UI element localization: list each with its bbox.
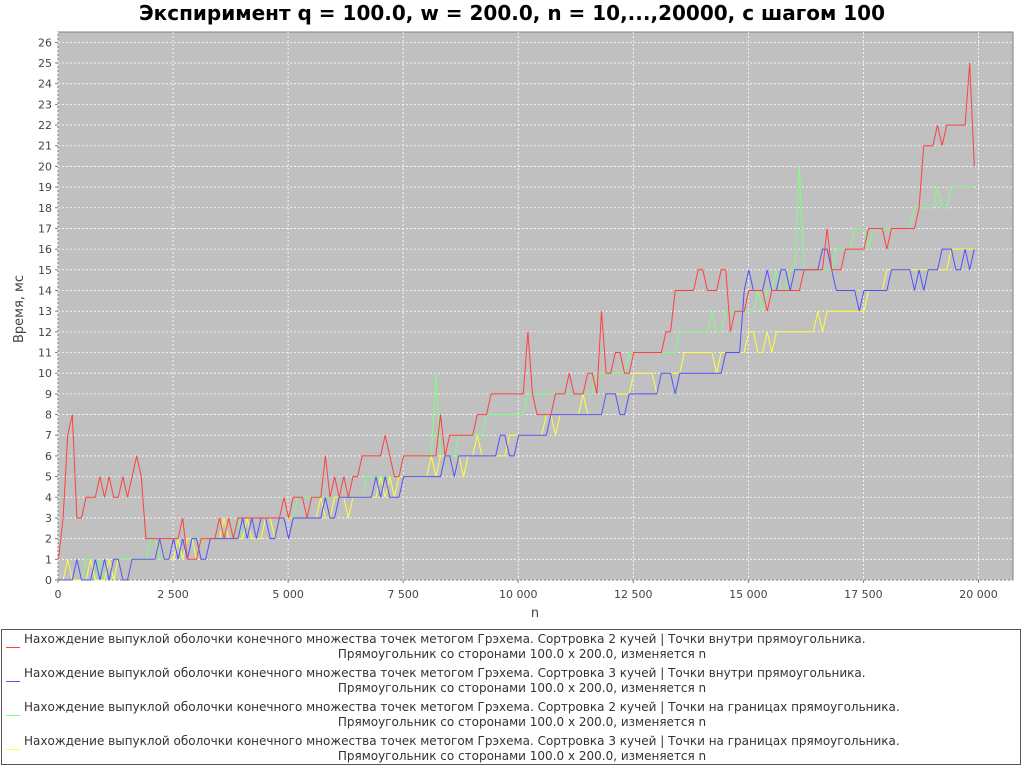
x-tick-label: 15 000 <box>729 588 768 601</box>
x-tick-label: 5 000 <box>272 588 304 601</box>
x-tick-label: 12 500 <box>614 588 653 601</box>
legend-item: Нахождение выпуклой оболочки конечного м… <box>2 698 1020 732</box>
legend-label-line1: Нахождение выпуклой оболочки конечного м… <box>24 666 866 680</box>
x-tick-label: 7 500 <box>387 588 419 601</box>
y-tick-label: 21 <box>38 140 52 153</box>
legend-label-line2: Прямоугольник со сторонами 100.0 x 200.0… <box>337 749 707 763</box>
plot-background <box>57 31 1014 581</box>
plot-area: 0123456789101112131415161718192021222324… <box>12 31 1014 621</box>
legend-item: Нахождение выпуклой оболочки конечного м… <box>2 732 1020 766</box>
y-tick-label: 19 <box>38 181 52 194</box>
y-tick-label: 12 <box>38 326 52 339</box>
legend-label: Нахождение выпуклой оболочки конечного м… <box>24 666 1020 696</box>
y-tick-label: 2 <box>45 533 52 546</box>
y-tick-label: 18 <box>38 202 52 215</box>
y-tick-label: 4 <box>45 491 52 504</box>
legend-label-line2: Прямоугольник со сторонами 100.0 x 200.0… <box>337 715 707 729</box>
axes: 0123456789101112131415161718192021222324… <box>38 36 998 601</box>
y-tick-label: 1 <box>45 553 52 566</box>
y-tick-label: 15 <box>38 264 52 277</box>
x-tick-label: 17 500 <box>844 588 883 601</box>
series-layer <box>58 62 975 581</box>
y-tick-label: 26 <box>38 36 52 49</box>
y-tick-label: 9 <box>45 388 52 401</box>
y-tick-label: 17 <box>38 222 52 235</box>
y-tick-label: 25 <box>38 57 52 70</box>
legend-label: Нахождение выпуклой оболочки конечного м… <box>24 632 1020 662</box>
series-line-1 <box>58 62 975 560</box>
legend: Нахождение выпуклой оболочки конечного м… <box>1 629 1021 765</box>
x-tick-label: 0 <box>55 588 62 601</box>
y-tick-label: 23 <box>38 98 52 111</box>
y-tick-label: 6 <box>45 450 52 463</box>
y-tick-label: 24 <box>38 78 52 91</box>
y-tick-label: 3 <box>45 512 52 525</box>
legend-label-line2: Прямоугольник со сторонами 100.0 x 200.0… <box>337 681 707 695</box>
legend-item: Нахождение выпуклой оболочки конечного м… <box>2 664 1020 698</box>
x-axis-label: n <box>531 606 539 621</box>
x-tick-label: 20 000 <box>959 588 998 601</box>
legend-swatch <box>6 715 20 716</box>
x-tick-label: 10 000 <box>499 588 538 601</box>
legend-item: Нахождение выпуклой оболочки конечного м… <box>2 630 1020 664</box>
y-tick-label: 22 <box>38 119 52 132</box>
y-tick-label: 7 <box>45 429 52 442</box>
y-tick-label: 10 <box>38 367 52 380</box>
legend-label-line1: Нахождение выпуклой оболочки конечного м… <box>24 700 900 714</box>
y-tick-label: 11 <box>38 347 52 360</box>
legend-label: Нахождение выпуклой оболочки конечного м… <box>24 734 1020 764</box>
legend-swatch <box>6 681 20 682</box>
chart-title: Экспиримент q = 100.0, w = 200.0, n = 10… <box>138 1 886 25</box>
y-tick-label: 13 <box>38 305 52 318</box>
y-tick-label: 0 <box>45 574 52 587</box>
legend-swatch <box>6 749 20 750</box>
y-axis-label: Время, мс <box>12 275 27 343</box>
legend-label-line2: Прямоугольник со сторонами 100.0 x 200.0… <box>337 647 707 661</box>
y-tick-label: 5 <box>45 471 52 484</box>
legend-label-line1: Нахождение выпуклой оболочки конечного м… <box>24 632 866 646</box>
legend-swatch <box>6 647 20 648</box>
x-tick-label: 2 500 <box>157 588 189 601</box>
legend-label: Нахождение выпуклой оболочки конечного м… <box>24 700 1020 730</box>
y-tick-label: 20 <box>38 160 52 173</box>
y-tick-label: 16 <box>38 243 52 256</box>
y-tick-label: 8 <box>45 409 52 422</box>
legend-label-line1: Нахождение выпуклой оболочки конечного м… <box>24 734 900 748</box>
y-tick-label: 14 <box>38 284 52 297</box>
